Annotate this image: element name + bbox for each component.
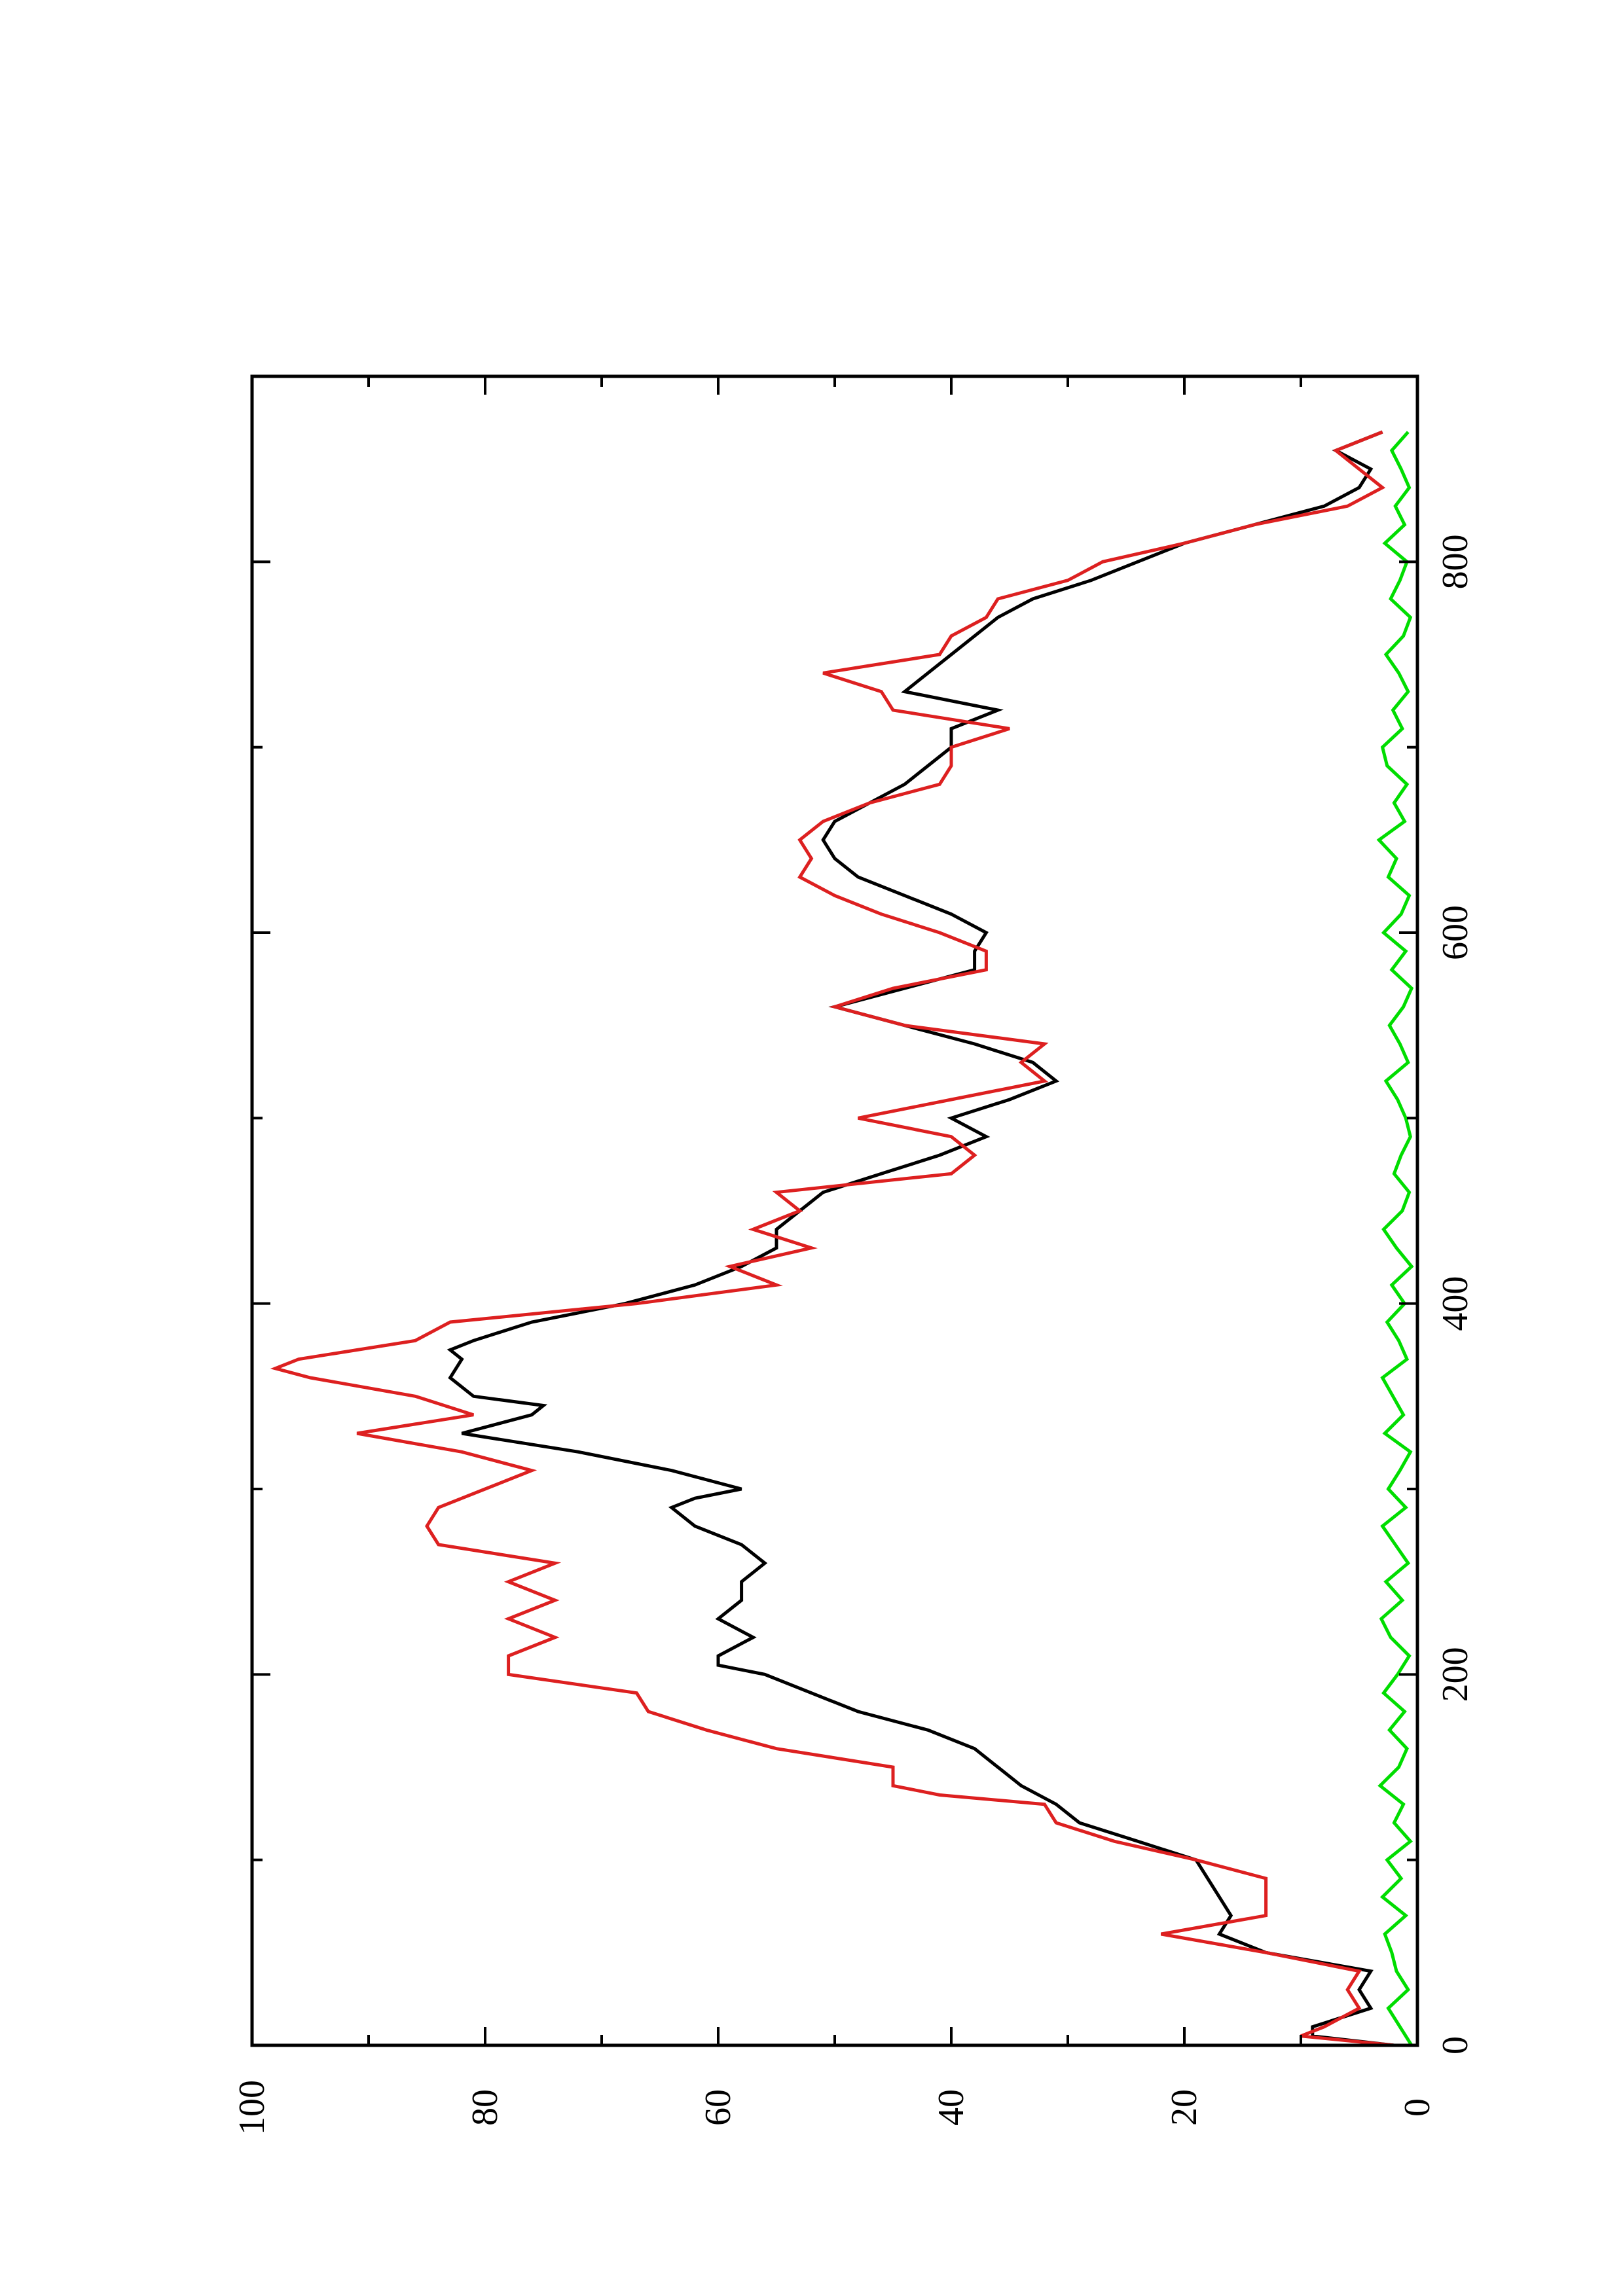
x-tick-label: 600	[1435, 905, 1476, 960]
series-line-1	[447, 430, 1395, 2047]
x-tick-label: 400	[1435, 1276, 1476, 1331]
y-tick-label: 80	[465, 2089, 505, 2126]
y-tick-label: 100	[232, 2080, 272, 2135]
y-tick-label: 60	[698, 2089, 739, 2126]
y-tick-label: 40	[931, 2089, 972, 2126]
chart-tick-labels: 0 200 400 600 800 0 20 40 60 80 100	[232, 534, 1476, 2135]
y-tick-label: 20	[1164, 2089, 1205, 2126]
chart-marks	[270, 430, 1414, 2047]
chart-ticks	[251, 375, 1419, 2047]
x-tick-label: 0	[1435, 2036, 1476, 2054]
x-tick-label: 200	[1435, 1647, 1476, 1702]
x-tick-label: 800	[1435, 534, 1476, 589]
series-line-3	[1376, 431, 1414, 2047]
series-line-2	[270, 430, 1395, 2047]
y-tick-label: 0	[1397, 2098, 1438, 2117]
plot-frame	[250, 374, 1419, 2047]
